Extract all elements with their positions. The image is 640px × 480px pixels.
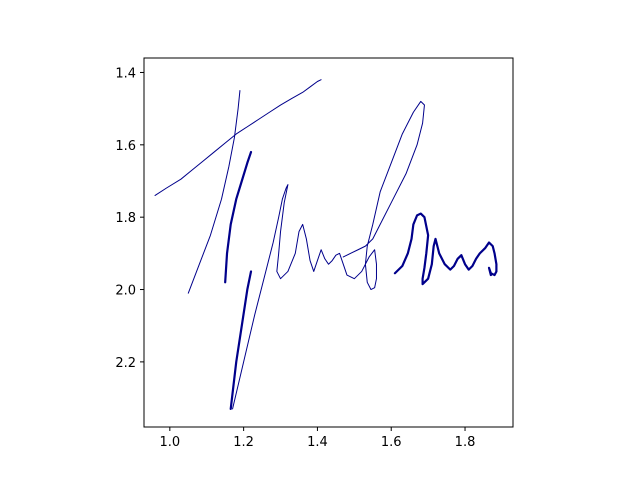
stroke-series-1 bbox=[154, 79, 322, 196]
y-tick-label: 1.4 bbox=[115, 66, 136, 81]
y-tick-label: 1.8 bbox=[115, 211, 136, 226]
y-axis: 1.4 1.6 1.8 2.0 2.2 bbox=[115, 66, 144, 371]
x-tick-label: 1.0 bbox=[159, 435, 180, 450]
x-tick-label: 1.8 bbox=[455, 435, 476, 450]
x-tick-label: 1.6 bbox=[381, 435, 402, 450]
stroke-series-4 bbox=[232, 100, 425, 410]
axes-frame bbox=[143, 57, 514, 428]
chart-lines bbox=[154, 79, 498, 411]
stroke-series-6 bbox=[393, 212, 498, 286]
y-tick-label: 1.6 bbox=[115, 139, 136, 154]
y-tick-label: 2.0 bbox=[115, 284, 136, 299]
stroke-series-3 bbox=[224, 150, 253, 284]
x-axis: 1.0 1.2 1.4 1.6 1.8 bbox=[159, 427, 475, 450]
x-tick-label: 1.4 bbox=[307, 435, 328, 450]
stroke-series-5 bbox=[229, 270, 253, 411]
stroke-series-2 bbox=[187, 90, 241, 294]
y-tick-label: 2.2 bbox=[115, 356, 136, 371]
x-tick-label: 1.2 bbox=[233, 435, 254, 450]
